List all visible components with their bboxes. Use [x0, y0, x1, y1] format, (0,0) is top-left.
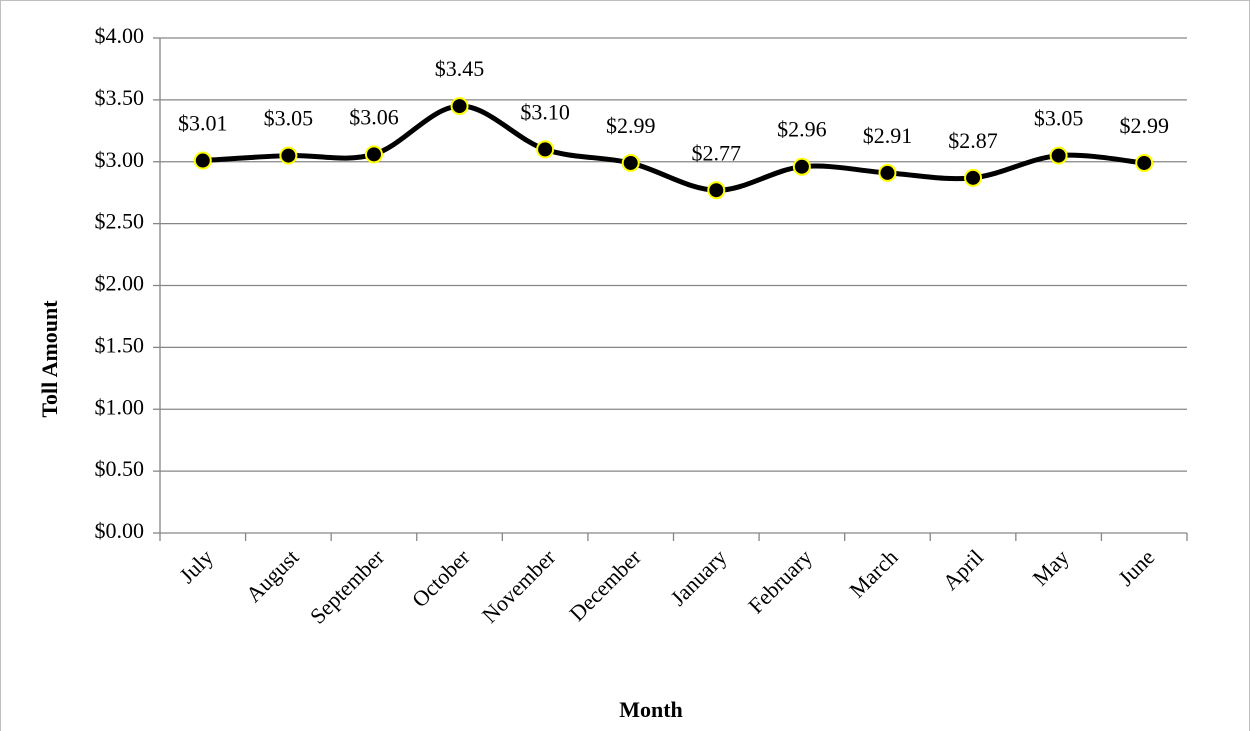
data-label: $3.06	[349, 104, 399, 129]
x-tick-label: December	[564, 544, 646, 626]
x-tick-label: July	[174, 544, 218, 588]
data-label: $2.96	[777, 117, 827, 142]
data-label: $2.87	[948, 128, 998, 153]
y-tick-label: $3.00	[95, 147, 145, 172]
y-axis-label: Toll Amount	[37, 300, 62, 418]
x-tick-label: August	[241, 544, 304, 607]
x-tick-label: October	[407, 544, 475, 612]
marker	[536, 140, 555, 159]
x-tick-label: February	[743, 544, 817, 618]
x-tick-label: January	[665, 544, 731, 610]
data-label: $3.10	[520, 99, 570, 124]
x-tick-label: April	[938, 544, 989, 595]
marker	[364, 145, 383, 164]
x-tick-label: September	[305, 544, 390, 629]
data-label: $2.99	[606, 113, 656, 138]
marker	[1135, 153, 1154, 172]
x-tick-label: March	[844, 544, 902, 602]
data-label: $2.99	[1119, 113, 1169, 138]
marker	[279, 146, 298, 165]
y-tick-label: $0.00	[95, 518, 145, 543]
x-axis-label: Month	[619, 697, 683, 722]
marker	[878, 163, 897, 182]
y-tick-label: $1.50	[95, 332, 145, 357]
y-tick-label: $3.50	[95, 85, 145, 110]
y-tick-label: $1.00	[95, 394, 145, 419]
marker	[707, 181, 726, 200]
x-tick-label: June	[1113, 544, 1159, 590]
y-tick-label: $2.00	[95, 271, 145, 296]
y-tick-label: $0.50	[95, 456, 145, 481]
data-label: $3.05	[264, 106, 314, 131]
data-label: $3.01	[178, 111, 228, 136]
marker	[792, 157, 811, 176]
x-tick-label: November	[477, 544, 561, 628]
y-tick-label: $2.50	[95, 209, 145, 234]
data-label: $2.91	[863, 123, 913, 148]
line	[202, 103, 1145, 193]
marker	[450, 97, 469, 116]
marker	[1049, 146, 1068, 165]
marker	[964, 168, 983, 187]
y-tick-label: $4.00	[95, 23, 145, 48]
data-label: $2.77	[692, 140, 742, 165]
data-label: $3.45	[435, 56, 485, 81]
marker	[193, 151, 212, 170]
x-tick-label: May	[1028, 544, 1074, 590]
data-label: $3.05	[1034, 106, 1084, 131]
marker	[621, 153, 640, 172]
